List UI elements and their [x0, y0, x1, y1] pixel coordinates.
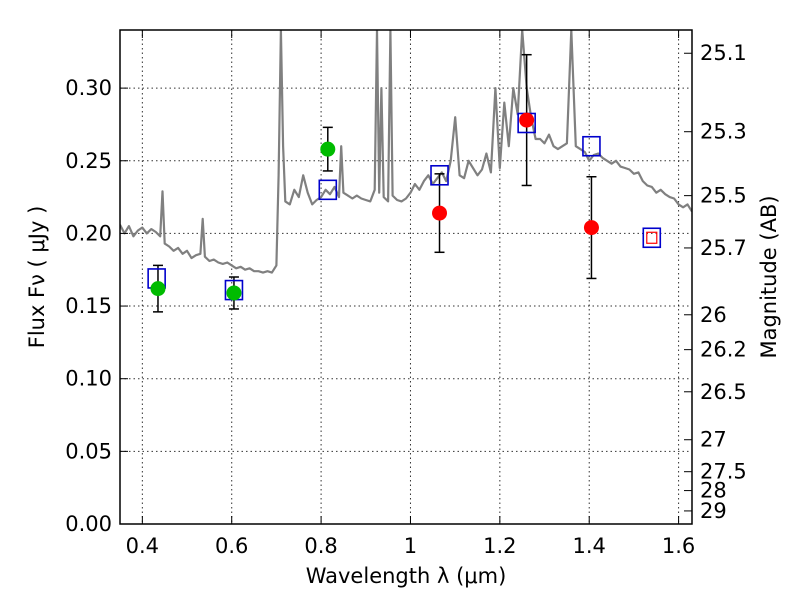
- observed-point: [432, 205, 448, 221]
- markers: [147, 53, 662, 313]
- x-tick-label: 1.6: [662, 534, 695, 558]
- right-tick-label: 26.5: [700, 380, 747, 404]
- observed-point: [519, 112, 535, 128]
- model-band-square: [318, 179, 338, 201]
- observed-point: [226, 285, 242, 301]
- model-band-square: [582, 135, 601, 157]
- right-axis-label: Magnitude (AB): [757, 195, 781, 358]
- right-tick-label: 25.1: [700, 41, 747, 65]
- x-tick-label: 1.4: [573, 534, 606, 558]
- y-tick-label: 0.05: [65, 439, 112, 463]
- observed-point: [320, 141, 336, 157]
- y-tick-label: 0.30: [65, 76, 112, 100]
- y-axis-label: Flux Fν ( μJy ): [25, 206, 49, 349]
- x-tick-label: 0.4: [126, 534, 159, 558]
- grid: [120, 30, 692, 525]
- plot-area: [120, 30, 692, 274]
- right-tick-label: 29: [700, 499, 727, 523]
- y-tick-label: 0.20: [65, 221, 112, 245]
- observed-point: [150, 281, 166, 297]
- right-tick-label: 25.3: [700, 120, 747, 144]
- right-tick-label: 25.7: [700, 236, 747, 260]
- y-tick-label: 0.15: [65, 294, 112, 318]
- model-spectrum-line: [120, 30, 692, 274]
- x-tick-label: 0.6: [215, 534, 248, 558]
- right-tick-label: 25.5: [700, 184, 747, 208]
- y-tick-label: 0.10: [65, 367, 112, 391]
- right-tick-label: 27.5: [700, 460, 747, 484]
- x-tick-label: 1: [404, 534, 417, 558]
- x-tick-label: 0.8: [304, 534, 337, 558]
- x-tick-label: 1.2: [483, 534, 516, 558]
- model-band-square: [642, 227, 662, 249]
- y-tick-label: 0.00: [65, 512, 112, 536]
- upper-limit-square: [646, 231, 658, 244]
- right-tick-label: 26: [700, 303, 727, 327]
- right-tick-label: 27: [700, 428, 727, 452]
- model-band-square: [430, 164, 449, 186]
- right-tick-label: 28: [700, 479, 727, 503]
- x-axis-label: Wavelength λ (μm): [306, 564, 507, 588]
- axis-ticks: 0.4 0.6 0.8 1 1.2 1.4 1.6 0.00 0.05 0.10 0.15 0.20 0…: [65, 30, 747, 558]
- y-tick-label: 0.25: [65, 149, 112, 173]
- observed-point: [583, 220, 599, 236]
- plot-frame: [119, 29, 693, 525]
- right-tick-label: 26.2: [700, 338, 747, 362]
